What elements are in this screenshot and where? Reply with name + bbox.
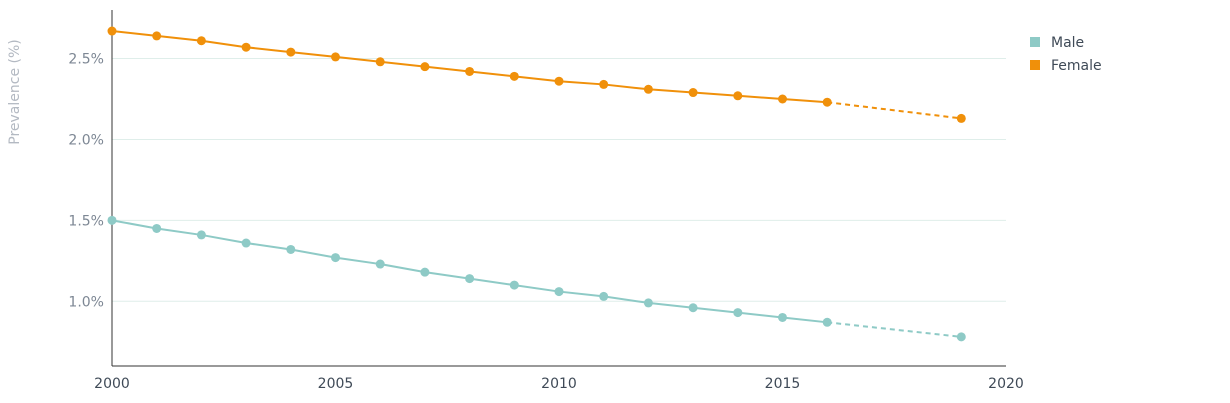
legend-swatch: [1030, 37, 1040, 47]
data-point[interactable]: [956, 332, 966, 342]
data-point[interactable]: [107, 26, 117, 36]
data-point[interactable]: [554, 76, 564, 86]
data-point[interactable]: [554, 287, 564, 297]
series-projection-line: [827, 101, 962, 120]
data-point[interactable]: [152, 223, 162, 233]
y-tick-label: 2.0%: [68, 132, 104, 148]
data-point[interactable]: [778, 312, 787, 322]
data-point[interactable]: [241, 42, 251, 52]
data-point[interactable]: [509, 280, 519, 290]
data-point[interactable]: [733, 91, 743, 101]
series-male: [107, 215, 966, 342]
data-point[interactable]: [509, 71, 519, 81]
data-point[interactable]: [196, 36, 206, 46]
data-point[interactable]: [420, 267, 430, 277]
data-point[interactable]: [733, 308, 743, 318]
x-tick-label: 2005: [318, 376, 354, 392]
legend-label: Male: [1051, 35, 1084, 51]
data-point[interactable]: [778, 94, 787, 104]
legend-swatch: [1030, 60, 1040, 70]
series-layer: [107, 26, 966, 342]
data-point[interactable]: [286, 47, 296, 57]
data-point[interactable]: [241, 238, 251, 248]
data-point[interactable]: [822, 317, 832, 327]
y-tick-label: 1.5%: [68, 213, 104, 229]
series-line: [111, 219, 828, 324]
legend-label: Female: [1051, 58, 1102, 74]
x-tick-label: 2000: [94, 376, 130, 392]
data-point[interactable]: [196, 230, 206, 240]
series-projection-line: [827, 321, 962, 338]
data-point[interactable]: [956, 113, 966, 123]
series-female: [107, 26, 966, 123]
data-point[interactable]: [375, 259, 385, 269]
data-point[interactable]: [286, 244, 296, 254]
y-tick-label: 1.0%: [68, 294, 104, 310]
data-point[interactable]: [331, 52, 340, 62]
data-point[interactable]: [375, 57, 385, 67]
data-point[interactable]: [465, 274, 475, 284]
data-point[interactable]: [599, 79, 609, 89]
data-point[interactable]: [331, 253, 340, 263]
data-point[interactable]: [420, 62, 430, 72]
x-tick-label: 2015: [765, 376, 801, 392]
data-point[interactable]: [688, 88, 698, 98]
data-point[interactable]: [107, 215, 117, 225]
data-point[interactable]: [688, 303, 698, 313]
grid: [112, 58, 1006, 302]
x-tick-label: 2020: [988, 376, 1024, 392]
data-point[interactable]: [822, 97, 832, 107]
y-tick-label: 2.5%: [68, 52, 104, 68]
data-point[interactable]: [599, 291, 609, 301]
y-axis-label: Prevalence (%): [7, 39, 23, 145]
data-point[interactable]: [643, 298, 653, 308]
series-line: [111, 30, 828, 104]
x-tick-label: 2010: [541, 376, 577, 392]
data-point[interactable]: [152, 31, 162, 41]
axes: 1.0% 1.5% 2.0% 2.5% 2000 2005 2010 2015 2020: [68, 10, 1024, 392]
legend: Male Female: [1030, 35, 1102, 74]
data-point[interactable]: [465, 66, 475, 76]
data-point[interactable]: [643, 84, 653, 94]
